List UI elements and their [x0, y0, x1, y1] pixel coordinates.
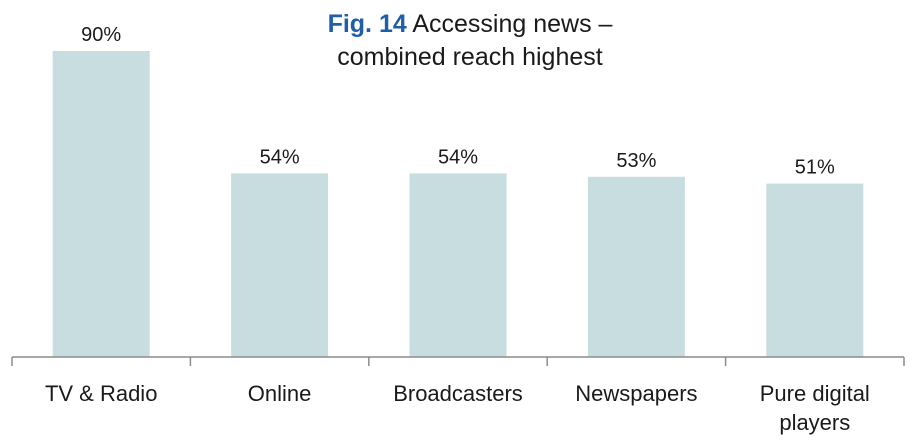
- bar-0: [52, 51, 150, 357]
- bar-3: [587, 176, 685, 357]
- bar-4: [766, 183, 864, 357]
- figure-number: Fig. 14: [327, 10, 407, 38]
- chart-title: Fig. 14 Accessing news – combined reach …: [270, 8, 670, 74]
- chart-title-line-2: combined reach highest: [337, 43, 603, 71]
- bar-1: [231, 173, 329, 357]
- bar-2: [409, 173, 507, 357]
- value-label-0: 90%: [81, 24, 121, 46]
- category-label-3: Newspapers: [575, 381, 697, 406]
- category-label-2: Broadcasters: [393, 381, 523, 406]
- value-label-1: 54%: [260, 146, 300, 168]
- value-label-2: 54%: [438, 146, 478, 168]
- value-label-4: 51%: [795, 157, 835, 179]
- category-label-4: Pure digital players: [760, 381, 870, 435]
- chart-title-line-1: Accessing news –: [412, 10, 613, 38]
- category-label-1: Online: [248, 381, 312, 406]
- category-label-0: TV & Radio: [45, 381, 158, 406]
- value-label-3: 53%: [616, 150, 656, 172]
